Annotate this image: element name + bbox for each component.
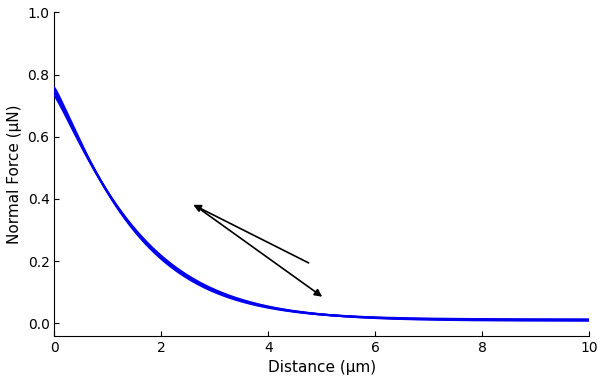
Y-axis label: Normal Force (μN): Normal Force (μN)	[7, 104, 22, 244]
X-axis label: Distance (μm): Distance (μm)	[268, 360, 376, 375]
